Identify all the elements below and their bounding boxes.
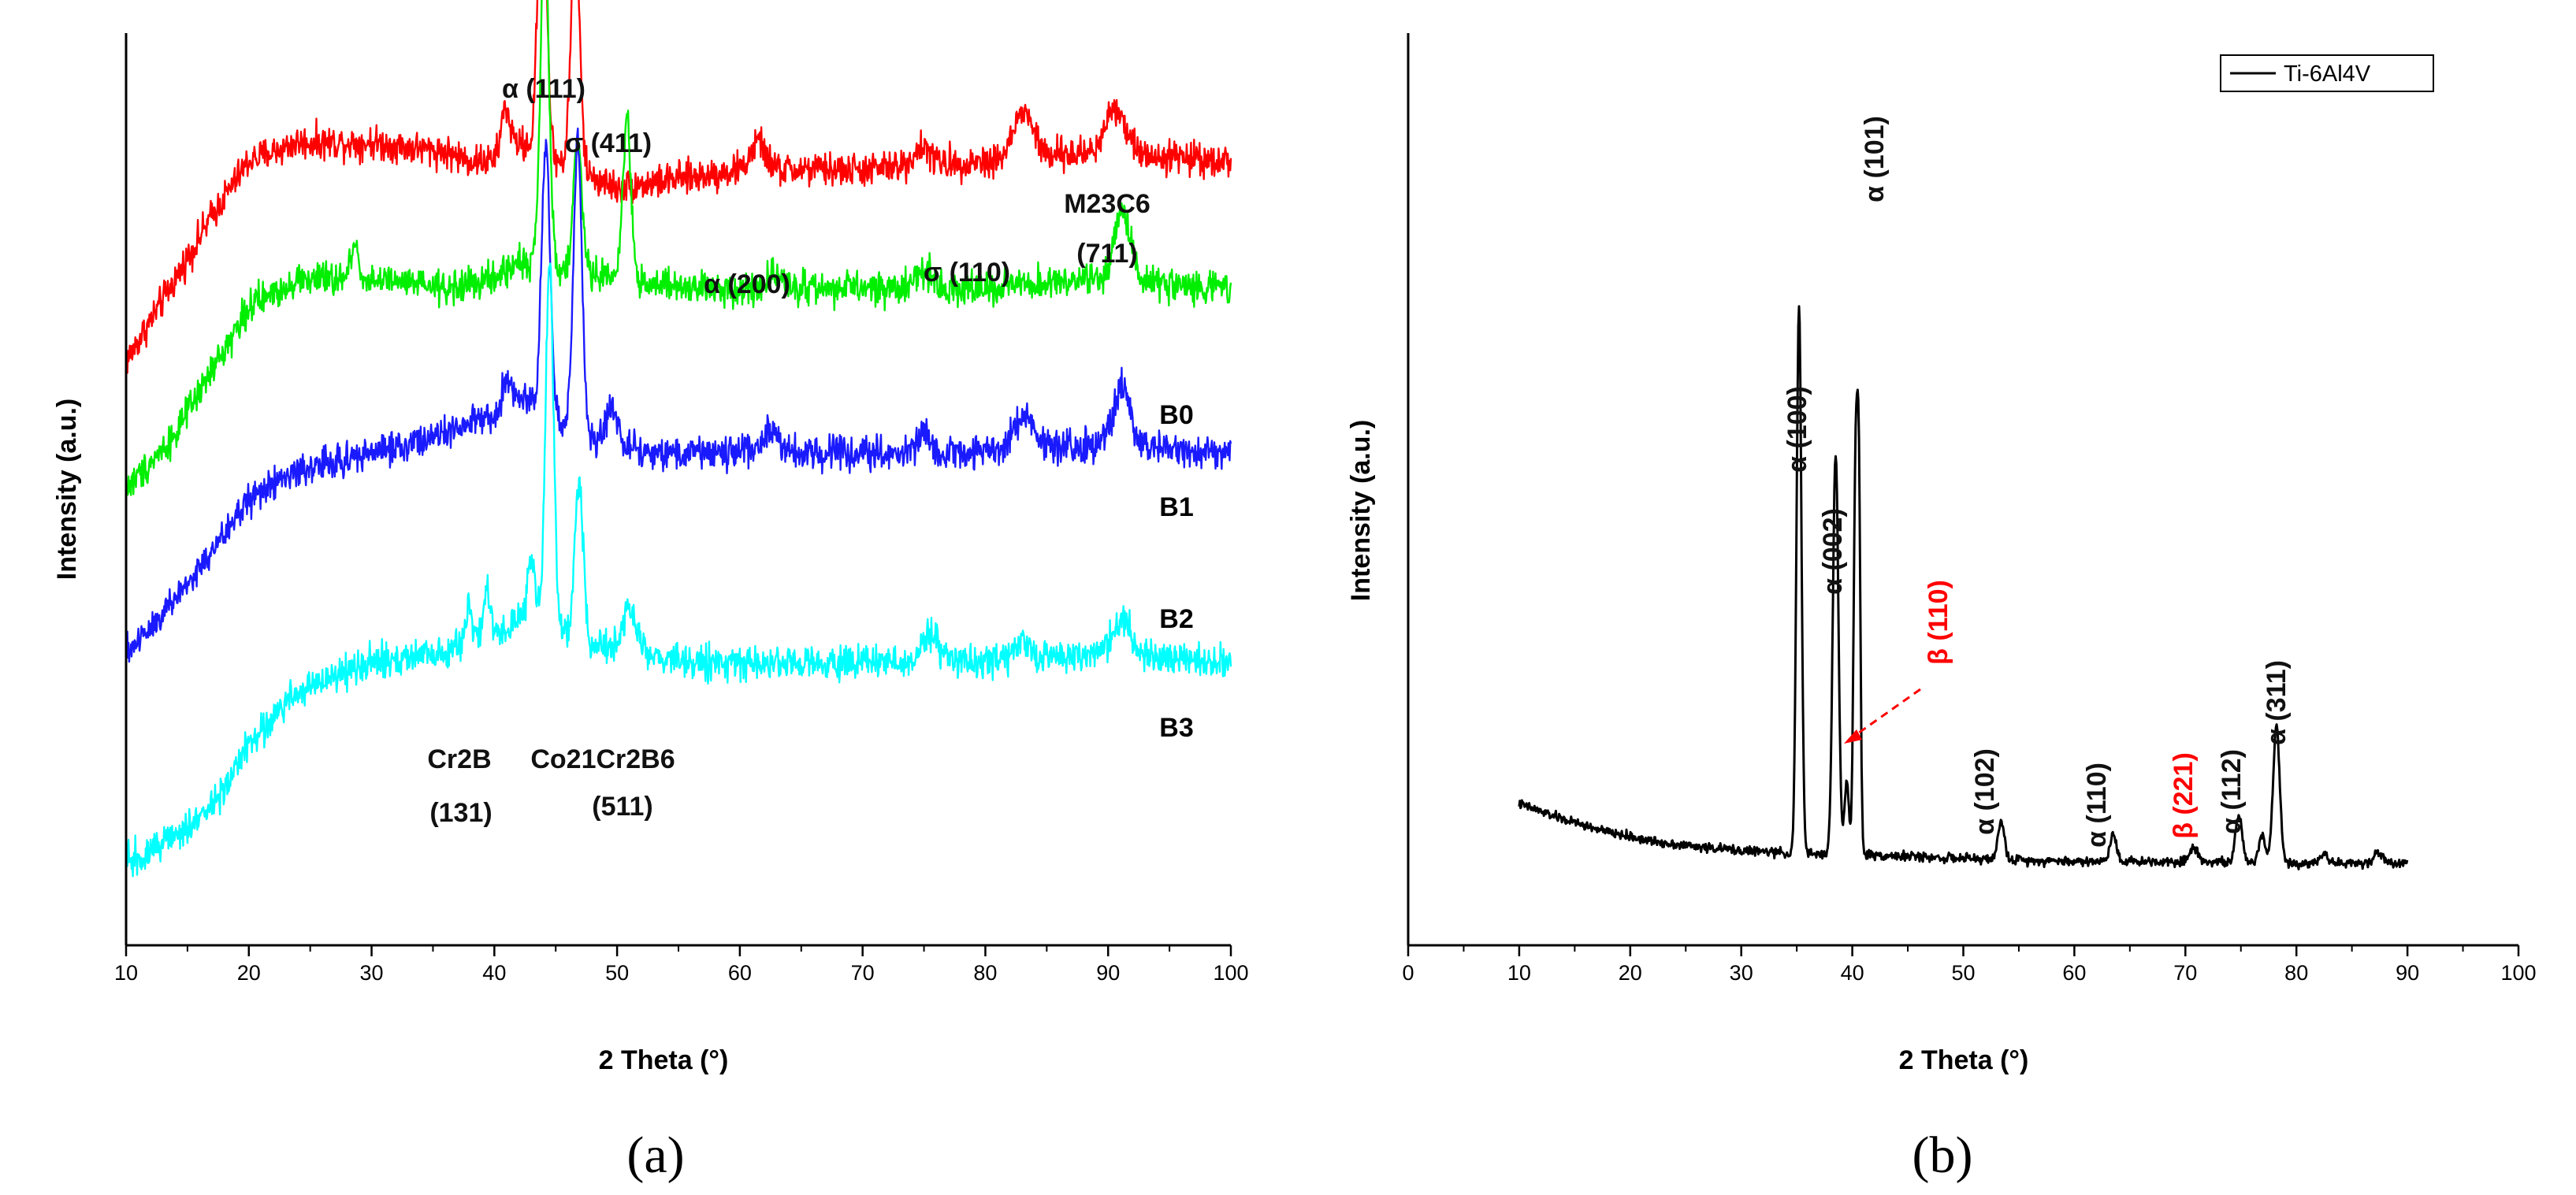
panel-a-x-ticks: 10 20 30 40 50 60 70 80 90 100 — [114, 945, 1249, 985]
peak-label-131: (131) — [429, 798, 492, 828]
panel-b-label: (b) — [1912, 1126, 1973, 1184]
panel-b-y-axis-title: Intensity (a.u.) — [1346, 420, 1376, 601]
x-tick-label: 20 — [1619, 961, 1642, 985]
x-tick-label: 40 — [1841, 961, 1864, 985]
series-label-b2: B2 — [1159, 604, 1193, 634]
x-tick-label: 0 — [1402, 961, 1414, 985]
x-tick-label: 70 — [2173, 961, 2197, 985]
beta-110-arrowhead — [1844, 729, 1862, 744]
peak-label-511: (511) — [592, 792, 653, 822]
x-tick-label: 90 — [2396, 961, 2419, 985]
series-line-b3 — [125, 262, 1232, 878]
x-tick-label: 30 — [1730, 961, 1753, 985]
panel-a-chart: 10 20 30 40 50 60 70 80 90 100 2 Theta (°) Intens… — [52, 0, 1249, 1184]
peak-label-beta-110: β (110) — [1924, 580, 1953, 665]
panel-a-label: (a) — [626, 1126, 684, 1184]
peak-label-alpha-311: α (311) — [2262, 660, 2292, 745]
panel-b-series-group — [1518, 305, 2409, 870]
series-line-b1 — [125, 0, 1232, 496]
x-tick-label: 50 — [605, 961, 629, 985]
peak-label-alpha-200: α (200) — [704, 269, 790, 299]
x-tick-label: 100 — [1213, 961, 1248, 985]
x-tick-label: 100 — [2500, 961, 2536, 985]
x-tick-label: 70 — [851, 961, 875, 985]
x-tick-label: 10 — [1507, 961, 1531, 985]
series-label-b0: B0 — [1159, 400, 1193, 430]
x-tick-label: 40 — [482, 961, 506, 985]
x-tick-label: 50 — [1951, 961, 1975, 985]
series-line-ti-6al4v — [1518, 305, 2409, 870]
beta-110-pointer — [1847, 688, 1921, 742]
x-tick-label: 90 — [1096, 961, 1120, 985]
peak-label-alpha-112: α (112) — [2217, 749, 2247, 834]
peak-label-alpha-110: α (110) — [2082, 763, 2112, 848]
peak-label-alpha-100: α (100) — [1782, 386, 1812, 473]
peak-label-co21cr2b6: Co21Cr2B6 — [530, 744, 675, 774]
x-tick-label: 10 — [114, 961, 138, 985]
legend-entry-ti6al4v: Ti-6Al4V — [2284, 61, 2371, 87]
series-line-b2 — [125, 127, 1232, 663]
peak-label-alpha-111: α (111) — [502, 74, 585, 104]
legend: Ti-6Al4V — [2220, 54, 2434, 92]
peak-label-sigma-110: σ (110) — [924, 258, 1010, 288]
series-line-b0 — [125, 0, 1232, 374]
x-tick-label: 20 — [237, 961, 261, 985]
panel-b-x-ticks: 0 10 20 30 40 50 60 70 80 90 100 — [1402, 945, 2537, 985]
peak-label-alpha-002: α (002) — [1818, 508, 1848, 595]
peak-label-cr2b: Cr2B — [427, 744, 491, 774]
peak-label-m23c6: M23C6 — [1064, 189, 1150, 219]
peak-label-alpha-102: α (102) — [1970, 748, 2000, 835]
peak-label-711: (711) — [1076, 239, 1138, 269]
x-tick-label: 80 — [973, 961, 997, 985]
series-label-b3: B3 — [1159, 713, 1193, 743]
x-tick-label: 60 — [728, 961, 752, 985]
panel-b-x-axis-title: 2 Theta (°) — [1899, 1045, 2029, 1075]
x-tick-label: 80 — [2284, 961, 2308, 985]
peak-label-sigma-411: σ (411) — [565, 128, 652, 158]
x-tick-label: 60 — [2062, 961, 2086, 985]
x-tick-label: 30 — [360, 961, 384, 985]
peak-label-beta-221: β (221) — [2169, 752, 2199, 839]
panel-a-x-axis-title: 2 Theta (°) — [599, 1045, 729, 1075]
series-label-b1: B1 — [1159, 492, 1193, 522]
panel-a-y-axis-title: Intensity (a.u.) — [52, 399, 82, 580]
peak-label-alpha-101: α (101) — [1860, 116, 1890, 202]
panel-a-series-group — [125, 0, 1232, 878]
panel-b-chart: 0 10 20 30 40 50 60 70 80 90 100 2 Theta (°) Inten… — [1346, 33, 2537, 1184]
